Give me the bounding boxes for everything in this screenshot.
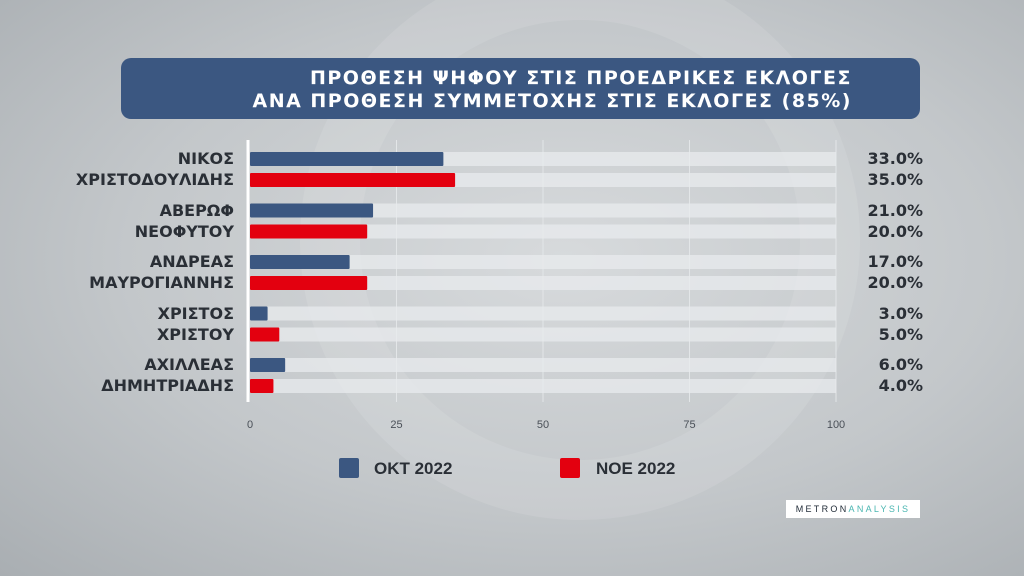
category-label-line: ΝΕΟΦΥΤΟΥ <box>134 221 234 241</box>
bar-track-3-0 <box>250 306 836 321</box>
logo-text-analysis: ANALYSIS <box>848 504 911 514</box>
bar-4-1 <box>250 379 274 393</box>
value-label-4-0: 6.0% <box>878 355 923 374</box>
x-tick-label-25: 25 <box>390 419 403 431</box>
bar-track-4-1 <box>250 379 836 393</box>
x-tick-label-0: 0 <box>246 419 254 431</box>
legend-label-okt: ΟΚΤ 2022 <box>374 459 453 478</box>
legend-swatch-noe <box>560 458 580 478</box>
bar-track-2-1 <box>250 276 836 290</box>
bar-1-1 <box>250 224 368 239</box>
chart-title-line-1: ΠΡΟΘΕΣΗ ΨΗΦΟΥ ΣΤΙΣ ΠΡΟΕΔΡΙΚΕΣ ΕΚΛΟΓΕΣ <box>309 67 852 89</box>
category-label: ΑΧΙΛΛΕΑΣ ΔΗΜΗΤΡΙΑΔΗΣ <box>101 355 234 395</box>
bar-2-0 <box>250 255 350 269</box>
bar-track-3-1 <box>250 327 836 342</box>
legend-swatch-okt <box>339 458 359 478</box>
bar-track-1-0 <box>250 203 836 218</box>
bar-3-1 <box>250 327 280 342</box>
bar-0-0 <box>250 152 444 166</box>
legend-label-noe: ΝΟΕ 2022 <box>596 459 676 478</box>
category-label: ΧΡΙΣΤΟΣ ΧΡΙΣΤΟΥ <box>157 304 234 344</box>
category-label-line: ΧΡΙΣΤΟΔΟΥΛΙΔΗΣ <box>75 170 234 189</box>
bar-0-1 <box>250 173 456 187</box>
value-label-1-0: 21.0% <box>867 200 923 220</box>
x-tick-label-100: 100 <box>826 419 846 431</box>
value-label-0-0: 33.0% <box>867 149 923 168</box>
value-label-2-0: 17.0% <box>867 252 923 271</box>
bar-track-2-0 <box>250 255 836 269</box>
category-label: ΑΝΔΡΕΑΣ ΜΑΥΡΟΓΙΑΝΝΗΣ <box>89 252 234 292</box>
category-label-line: ΜΑΥΡΟΓΙΑΝΝΗΣ <box>89 273 234 292</box>
category-label: ΑΒΕΡΩΦ ΝΕΟΦΥΤΟΥ <box>135 201 234 241</box>
bar-1-0 <box>250 203 374 218</box>
bar-track-1-1 <box>250 224 836 239</box>
value-label-0-1: 35.0% <box>867 170 923 189</box>
value-label-1-1: 20.0% <box>867 221 923 241</box>
category-label-line: ΧΡΙΣΤΟΣ <box>157 303 234 323</box>
metron-analysis-logo: METRONANALYSIS <box>786 500 920 518</box>
bar-2-1 <box>250 276 368 290</box>
x-tick-label-75: 75 <box>683 419 696 431</box>
chart-title-line-2: ΑΝΑ ΠΡΟΘΕΣΗ ΣΥΜΜΕΤΟΧΗΣ ΣΤΙΣ ΕΚΛΟΓΕΣ (85%… <box>252 90 852 112</box>
category-label-line: ΑΝΔΡΕΑΣ <box>149 252 234 271</box>
category-label-line: ΝΙΚΟΣ <box>177 149 234 168</box>
chart-title-box: ΠΡΟΘΕΣΗ ΨΗΦΟΥ ΣΤΙΣ ΠΡΟΕΔΡΙΚΕΣ ΕΚΛΟΓΕΣ ΑΝ… <box>121 58 920 119</box>
category-label-line: ΧΡΙΣΤΟΥ <box>156 324 234 344</box>
category-label-line: ΔΗΜΗΤΡΙΑΔΗΣ <box>101 376 234 395</box>
category-label: ΝΙΚΟΣ ΧΡΙΣΤΟΔΟΥΛΙΔΗΣ <box>76 149 234 189</box>
category-label-line: ΑΧΙΛΛΕΑΣ <box>144 355 234 374</box>
value-label-3-1: 5.0% <box>878 324 923 344</box>
category-label-line: ΑΒΕΡΩΦ <box>159 200 234 220</box>
bar-track-4-0 <box>250 358 836 372</box>
bar-3-0 <box>250 306 268 321</box>
value-label-4-1: 4.0% <box>878 376 923 395</box>
value-label-3-0: 3.0% <box>878 303 923 323</box>
value-label-2-1: 20.0% <box>867 273 923 292</box>
logo-text-metron: METRON <box>795 504 849 514</box>
x-tick-label-50: 50 <box>536 419 550 431</box>
bar-4-0 <box>250 358 286 372</box>
